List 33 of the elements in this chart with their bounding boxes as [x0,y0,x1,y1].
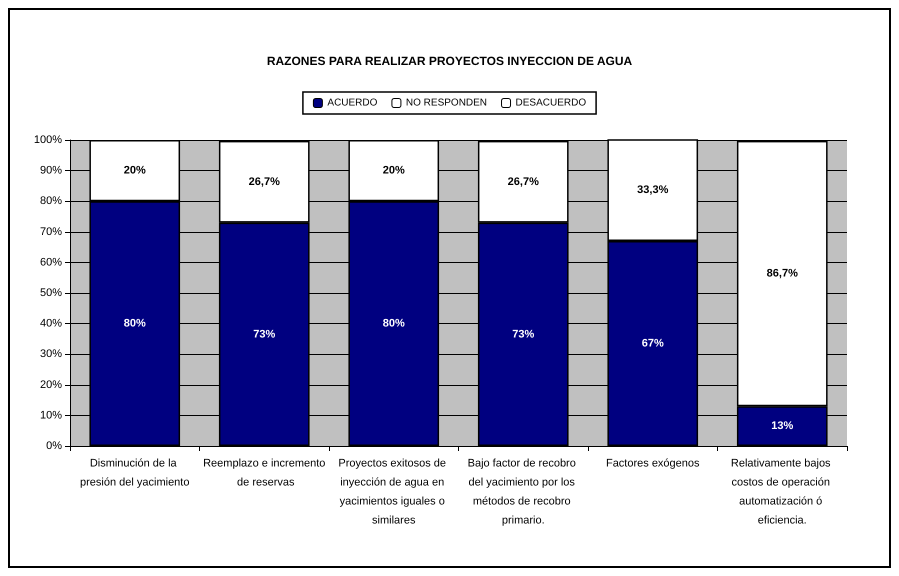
data-label: 20% [382,164,405,177]
data-label: 73% [253,328,276,340]
data-label: 73% [512,328,534,340]
chart-title: RAZONES PARA REALIZAR PROYECTOS INYECCION DE AGUA [266,54,633,68]
x-tick-label: Bajo factor de recobro del yacimiento por los métodos de recobro primario. [468,458,579,526]
legend-label: NO RESPONDEN [406,98,488,108]
data-label: 80% [382,318,405,330]
x-tick-label: Disminución de la presión del yacimiento [80,458,190,488]
x-tick-label: Proyectos exitosos de inyección de agua en yacimientos iguales o similares [338,458,450,526]
x-tick-label: Reemplazo e incremento de reservas [203,458,326,488]
data-label: 13% [771,420,794,432]
data-label: 33,3% [637,184,669,196]
y-tick-label: 30% [40,348,62,360]
y-tick-label: 70% [40,226,62,238]
data-label: 26,7% [508,176,540,188]
data-label: 80% [124,318,146,330]
legend-label: DESACUERDO [516,98,586,108]
x-tick-label: Factores exógenos [606,458,700,470]
y-tick-label: 0% [46,440,62,452]
y-tick-label: 60% [40,256,62,268]
legend-label: ACUERDO [327,98,378,108]
data-label: 67% [642,337,664,350]
y-tick-label: 80% [40,195,62,208]
y-tick-label: 20% [40,378,62,391]
data-label: 20% [124,164,146,177]
y-tick-label: 40% [40,318,62,330]
data-label: 86,7% [766,268,798,280]
y-tick-label: 100% [34,134,62,146]
x-tick-label: Relativamente bajos costos de operación automatización ó eficiencia. [730,458,834,526]
y-tick-label: 50% [40,287,62,299]
y-tick-label: 10% [40,409,62,422]
y-tick-label: 90% [40,164,62,177]
data-label: 26,7% [248,176,280,188]
